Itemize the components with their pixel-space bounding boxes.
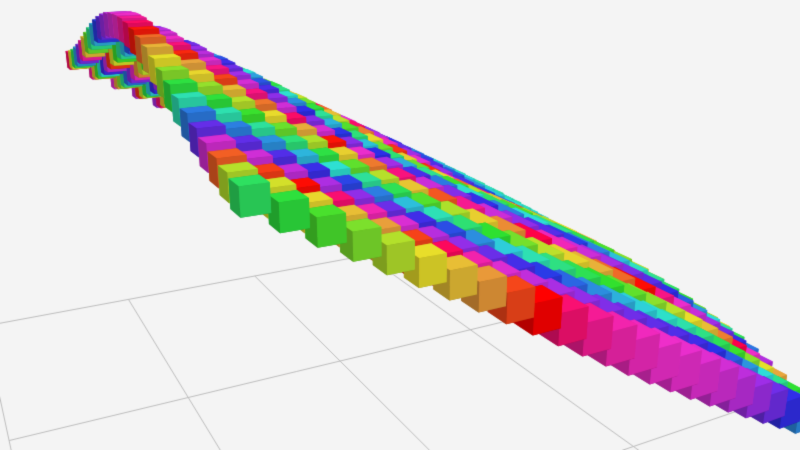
voxel-scatter-layer[interactable] bbox=[0, 0, 800, 450]
figure-canvas bbox=[0, 0, 800, 450]
